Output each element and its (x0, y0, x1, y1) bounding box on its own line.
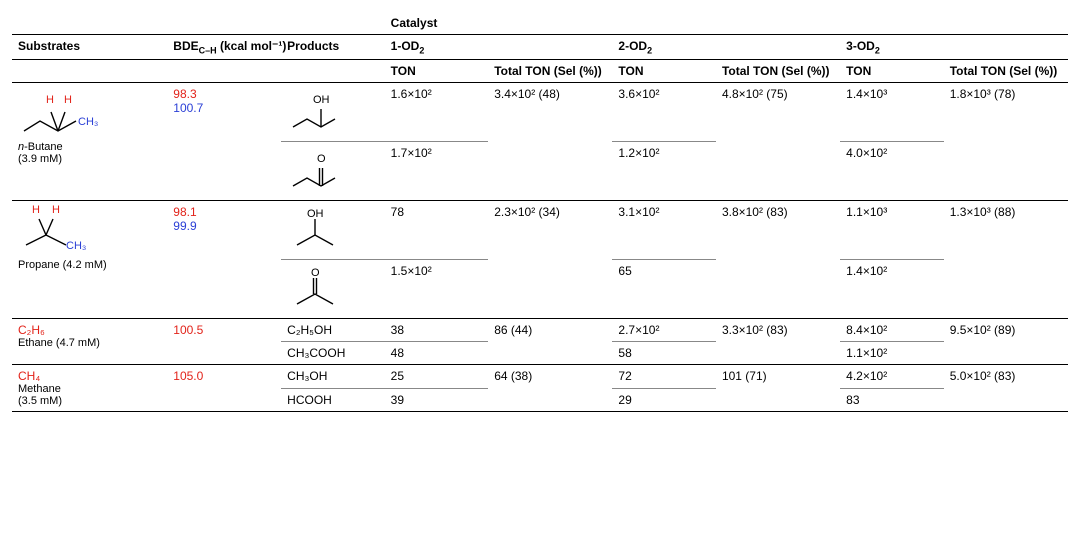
bde-red: 98.1 (173, 205, 196, 219)
cell-total-ton: 2.3×10² (34) (488, 201, 612, 319)
cell-total-ton: 86 (44) (488, 319, 612, 365)
bde-red: 105.0 (173, 369, 203, 383)
hdr-tot-3: Total TON (Sel (%)) (944, 60, 1068, 83)
table-row: H H CH₃ Propane (4.2 mM) 98.1 99.9 OH 78… (12, 201, 1068, 260)
cell-ton: 29 (612, 388, 716, 412)
hdr-cat3: 3-OD2 (840, 35, 1068, 60)
svg-text:O: O (311, 267, 320, 279)
cell-ton: 3.1×10² (612, 201, 716, 260)
butane-prod-alcohol: OH (287, 87, 357, 137)
cell-ton: 1.1×10² (840, 342, 944, 365)
product-label: HCOOH (281, 388, 385, 412)
cell-ton: 38 (385, 319, 489, 342)
product-label: C₂H₅OH (281, 319, 385, 342)
cell-ton: 4.0×10² (840, 142, 944, 201)
cell-ton: 65 (612, 260, 716, 319)
hdr-tot-2: Total TON (Sel (%)) (716, 60, 840, 83)
bde-blue: 100.7 (173, 101, 203, 115)
formula-red: C₂H₆ (18, 323, 161, 337)
propane-prod-alcohol: OH (287, 205, 357, 255)
table-row: CH₄ Methane (3.5 mM) 105.0 CH₃OH 25 64 (… (12, 365, 1068, 389)
cell-total-ton: 3.8×10² (83) (716, 201, 840, 319)
product-label: CH₃COOH (281, 342, 385, 365)
cell-ton: 39 (385, 388, 489, 412)
cell-total-ton: 3.3×10² (83) (716, 319, 840, 365)
hdr-catalyst: Catalyst (385, 12, 1068, 35)
cell-ton: 72 (612, 365, 716, 389)
bde-red: 98.3 (173, 87, 196, 101)
cell-ton: 1.2×10² (612, 142, 716, 201)
cell-ton: 83 (840, 388, 944, 412)
cell-total-ton: 9.5×10² (89) (944, 319, 1068, 365)
substrate-conc: (3.5 mM) (18, 395, 161, 407)
cell-total-ton: 5.0×10² (83) (944, 365, 1068, 412)
hdr-cat2: 2-OD2 (612, 35, 840, 60)
cell-ton: 1.7×10² (385, 142, 489, 201)
bde-blue: 99.9 (173, 219, 196, 233)
hdr-ton-3: TON (840, 60, 944, 83)
cell-total-ton: 101 (71) (716, 365, 840, 412)
hdr-ton-1: TON (385, 60, 489, 83)
substrate-name: Methane (18, 383, 161, 395)
cell-ton: 1.6×10² (385, 83, 489, 142)
hdr-substrates: Substrates (12, 35, 167, 60)
cell-ton: 48 (385, 342, 489, 365)
substrate-name: n-Butane (18, 141, 161, 153)
table-row: H H CH₃ n-Butane (3.9 mM) 98.3 100.7 OH … (12, 83, 1068, 142)
hdr-bde: BDEC–H (kcal mol⁻¹) (167, 35, 281, 60)
formula-red: CH₄ (18, 369, 161, 383)
cell-total-ton: 1.8×10³ (78) (944, 83, 1068, 201)
substrate-name: Ethane (4.7 mM) (18, 337, 161, 349)
header-row-0: Catalyst (12, 12, 1068, 35)
cell-ton: 1.4×10² (840, 260, 944, 319)
cell-ton: 1.5×10² (385, 260, 489, 319)
butane-prod-ketone: O (287, 146, 357, 196)
substrate-conc: (3.9 mM) (18, 153, 161, 165)
cell-ton: 58 (612, 342, 716, 365)
cell-ton: 8.4×10² (840, 319, 944, 342)
cell-total-ton: 4.8×10² (75) (716, 83, 840, 201)
substrate-name: Propane (4.2 mM) (18, 259, 161, 271)
bde-red: 100.5 (173, 323, 203, 337)
butane-structure: H H CH₃ (18, 87, 108, 141)
svg-text:O: O (317, 153, 326, 165)
hdr-cat1: 1-OD2 (385, 35, 613, 60)
cell-ton: 4.2×10² (840, 365, 944, 389)
results-table: Catalyst Substrates BDEC–H (kcal mol⁻¹) … (12, 12, 1068, 412)
hdr-ton-2: TON (612, 60, 716, 83)
cell-total-ton: 64 (38) (488, 365, 612, 412)
product-label: CH₃OH (281, 365, 385, 389)
cell-ton: 1.1×10³ (840, 201, 944, 260)
header-row-2: TON Total TON (Sel (%)) TON Total TON (S… (12, 60, 1068, 83)
propane-prod-ketone: O (287, 264, 357, 314)
hdr-tot-1: Total TON (Sel (%)) (488, 60, 612, 83)
cell-ton: 25 (385, 365, 489, 389)
header-row-1: Substrates BDEC–H (kcal mol⁻¹) Products … (12, 35, 1068, 60)
cell-ton: 78 (385, 201, 489, 260)
cell-total-ton: 1.3×10³ (88) (944, 201, 1068, 319)
svg-text:OH: OH (307, 208, 324, 220)
hdr-products: Products (281, 35, 385, 60)
propane-structure: H H CH₃ (18, 205, 108, 259)
cell-total-ton: 3.4×10² (48) (488, 83, 612, 201)
svg-text:OH: OH (313, 94, 330, 106)
cell-ton: 3.6×10² (612, 83, 716, 142)
cell-ton: 2.7×10² (612, 319, 716, 342)
cell-ton: 1.4×10³ (840, 83, 944, 142)
table-row: C₂H₆ Ethane (4.7 mM) 100.5 C₂H₅OH 38 86 … (12, 319, 1068, 342)
